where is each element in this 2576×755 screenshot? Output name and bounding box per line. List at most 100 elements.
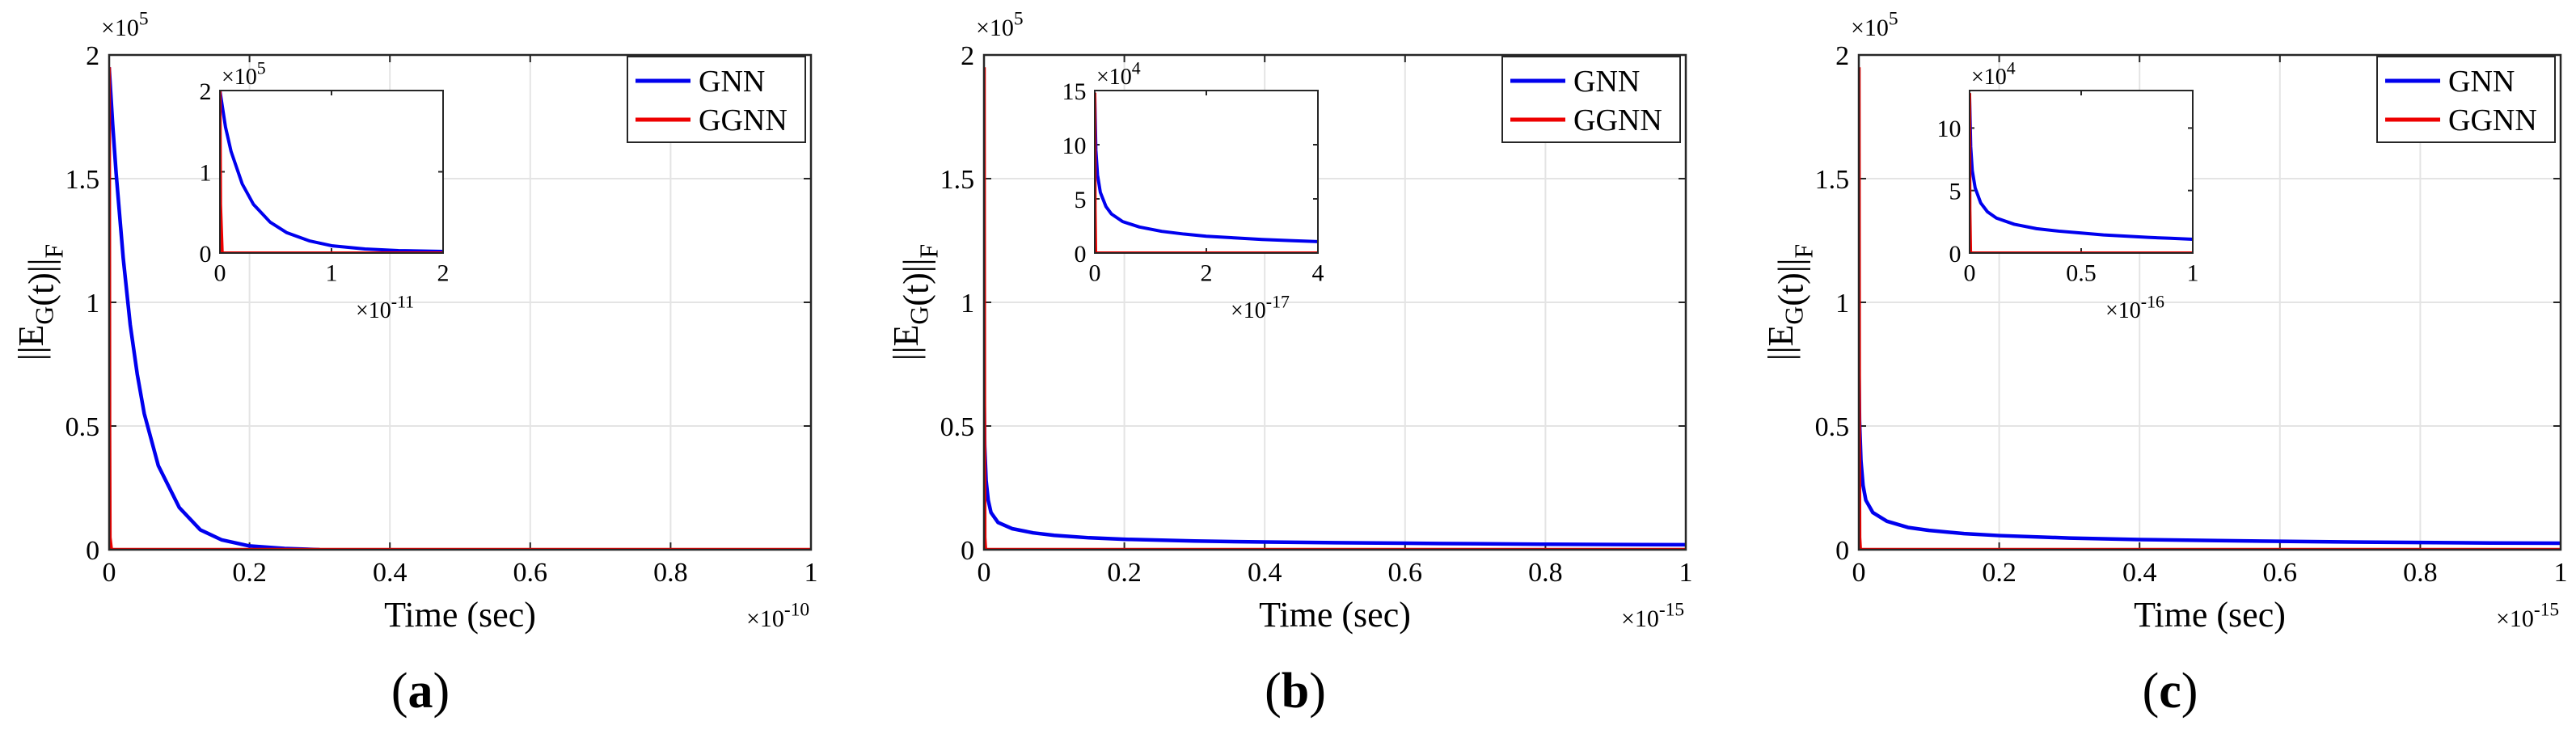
inset-y-multiplier: ×104 xyxy=(1971,58,2016,90)
inset-chart: 0 1 2 0 1 2 ×105 ×10-11 xyxy=(200,58,450,323)
x-tick-label-0: 0 xyxy=(978,558,991,588)
inset-y-tick-label-1: 5 xyxy=(1949,178,1962,205)
inset-x-tick-label-0: 0 xyxy=(1964,260,1976,287)
legend-box xyxy=(2376,56,2556,143)
x-tick-label-2: 0.4 xyxy=(373,558,408,588)
legend-label-ggnn: GGNN xyxy=(699,103,788,137)
inset-series-gnn-line xyxy=(1095,95,1318,243)
inset-y-tick-label-0: 0 xyxy=(1075,241,1087,268)
y-tick-label-1: 0.5 xyxy=(65,412,100,442)
inset-x-tick-label-0: 0 xyxy=(214,260,226,287)
axes-frame xyxy=(1857,53,2562,551)
series-gnn-line xyxy=(109,67,320,550)
panel-label-b: (b) xyxy=(1265,664,1326,719)
inset-chart: 0 2 4 0 5 10 15 ×104 ×10-17 xyxy=(1062,58,1324,323)
legend: GNN GGNN xyxy=(2376,56,2556,143)
inset-x-tick-label-2: 2 xyxy=(437,260,450,287)
x-tick-label-4: 0.8 xyxy=(2403,558,2438,588)
inset-x-multiplier: ×10-11 xyxy=(356,292,414,323)
x-tick-label-0: 0 xyxy=(1852,558,1866,588)
y-multiplier: ×105 xyxy=(101,9,149,42)
x-tick-label-2: 0.4 xyxy=(1248,558,1282,588)
inset-y-tick-label-1: 1 xyxy=(200,159,212,186)
legend-label-gnn: GNN xyxy=(2448,65,2515,99)
x-tick-label-5: 1 xyxy=(804,558,818,588)
y-tick-label-0: 0 xyxy=(961,536,974,566)
y-multiplier: ×105 xyxy=(976,9,1024,42)
inset-frame xyxy=(219,90,444,254)
x-tick-label-2: 0.4 xyxy=(2122,558,2157,588)
inset-series-gnn-line xyxy=(220,91,443,253)
inset-y-tick-label-0: 0 xyxy=(200,241,212,268)
x-axis-label: Time (sec) xyxy=(384,595,536,635)
y-tick-label-3: 1.5 xyxy=(65,165,100,195)
inset-x-tick-label-1: 2 xyxy=(1201,260,1213,287)
x-tick-label-5: 1 xyxy=(1679,558,1693,588)
y-tick-label-4: 2 xyxy=(86,41,99,71)
y-tick-label-3: 1.5 xyxy=(1815,165,1850,195)
y-axis-label: ||EG(t)||F xyxy=(1761,244,1818,361)
inset-x-tick-label-2: 4 xyxy=(1312,260,1324,287)
legend-label-gnn: GNN xyxy=(699,65,765,99)
x-axis-label: Time (sec) xyxy=(2134,595,2286,635)
y-tick-label-0: 0 xyxy=(1835,536,1849,566)
inset-y-tick-label-1: 5 xyxy=(1075,187,1087,213)
inset-x-multiplier: ×10-17 xyxy=(1231,292,1290,323)
y-tick-label-4: 2 xyxy=(1835,41,1849,71)
inset-x-tick-label-1: 1 xyxy=(326,260,338,287)
panel-label-a: (a) xyxy=(391,664,450,719)
x-tick-label-1: 0.2 xyxy=(232,558,267,588)
x-tick-label-1: 0.2 xyxy=(1107,558,1142,588)
legend: GNN GGNN xyxy=(627,56,806,143)
inset-series-gnn-line xyxy=(1970,96,2193,241)
legend-label-gnn: GNN xyxy=(1573,65,1640,99)
x-multiplier: ×10-15 xyxy=(2496,600,2559,633)
inset-y-multiplier: ×105 xyxy=(222,58,266,90)
y-tick-label-2: 1 xyxy=(961,289,974,318)
panel-a: 0 0.2 0.4 0.6 0.8 1 0 0.5 1 1.5 2 Time (sec) ||EG(t)… xyxy=(11,9,818,635)
x-tick-label-3: 0.6 xyxy=(2263,558,2298,588)
x-tick-label-3: 0.6 xyxy=(513,558,548,588)
y-tick-label-1: 0.5 xyxy=(1815,412,1850,442)
inset-y-tick-label-2: 10 xyxy=(1937,116,1962,142)
inset-y-tick-label-3: 15 xyxy=(1062,78,1087,105)
inset-plot-area xyxy=(1970,91,2193,253)
inset-x-tick-label-0: 0 xyxy=(1089,260,1101,287)
legend-label-ggnn: GGNN xyxy=(1573,103,1662,137)
x-multiplier: ×10-10 xyxy=(746,600,809,633)
legend-label-ggnn: GGNN xyxy=(2448,103,2537,137)
inset-y-multiplier: ×104 xyxy=(1096,58,1141,90)
inset-y-tick-label-2: 10 xyxy=(1062,133,1087,159)
y-tick-label-3: 1.5 xyxy=(940,165,975,195)
series-gnn-line xyxy=(984,389,1686,547)
inset-plot-area xyxy=(220,91,443,253)
panel-label-c: (c) xyxy=(2142,664,2198,719)
y-tick-label-0: 0 xyxy=(86,536,99,566)
y-axis-label: ||EG(t)||F xyxy=(886,244,944,361)
legend-box xyxy=(1501,56,1681,143)
y-tick-label-1: 0.5 xyxy=(940,412,975,442)
x-axis-label: Time (sec) xyxy=(1259,595,1411,635)
y-axis-label: ||EG(t)||F xyxy=(11,244,69,361)
legend-box xyxy=(627,56,806,143)
x-tick-label-4: 0.8 xyxy=(653,558,688,588)
y-tick-label-2: 1 xyxy=(1835,289,1849,318)
inset-x-tick-label-1: 0.5 xyxy=(2066,260,2097,287)
y-multiplier: ×105 xyxy=(1851,9,1898,42)
x-tick-label-5: 1 xyxy=(2554,558,2568,588)
series-gnn-line xyxy=(1859,356,2561,546)
inset-plot-area xyxy=(1095,91,1318,253)
y-tick-label-2: 1 xyxy=(86,289,99,318)
inset-y-tick-label-2: 2 xyxy=(200,78,212,105)
x-tick-label-0: 0 xyxy=(103,558,116,588)
y-tick-label-4: 2 xyxy=(961,41,974,71)
x-multiplier: ×10-15 xyxy=(1621,600,1684,633)
axes-frame xyxy=(108,53,813,551)
axes-frame xyxy=(982,53,1687,551)
inset-frame xyxy=(1094,90,1319,254)
